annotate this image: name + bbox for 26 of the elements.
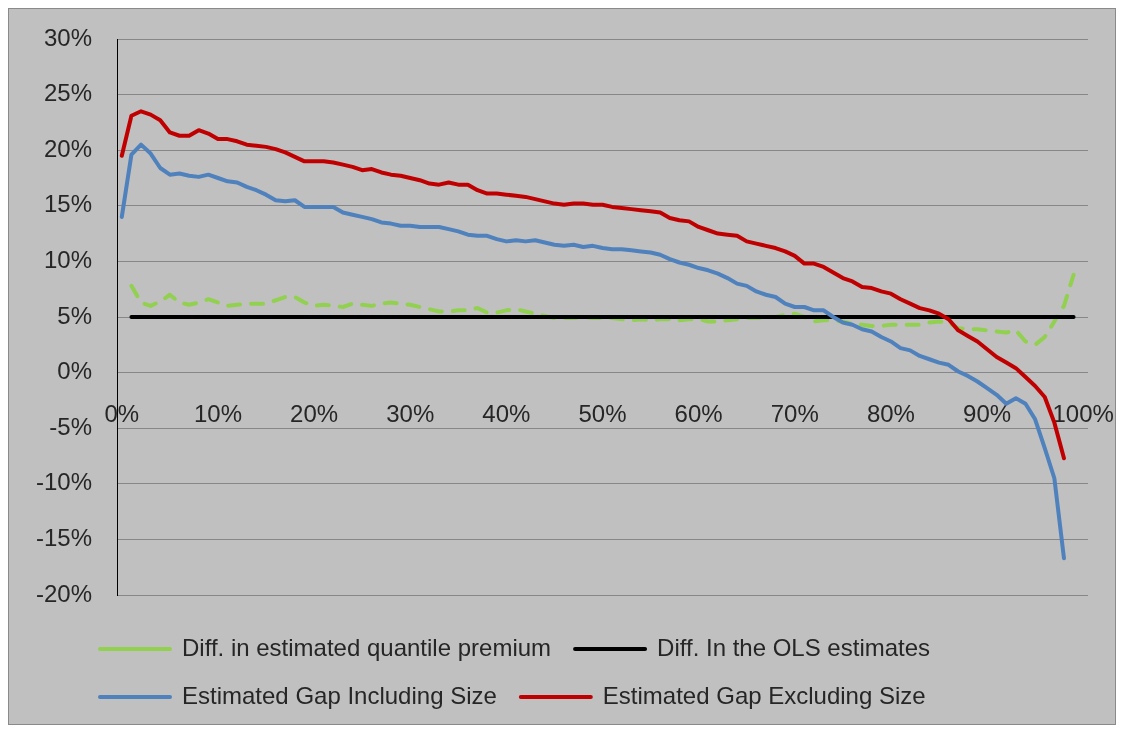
y-tick-label: 25% xyxy=(43,79,92,107)
y-tick-label: -15% xyxy=(35,524,92,552)
y-tick-label: 5% xyxy=(57,301,92,329)
x-tick-label: 40% xyxy=(482,399,531,427)
y-tick-label: 15% xyxy=(43,190,92,218)
y-tick-label: 0% xyxy=(57,357,92,385)
legend-label: Diff. in estimated quantile premium xyxy=(182,633,552,661)
x-tick-label: 50% xyxy=(578,399,627,427)
x-tick-label: 20% xyxy=(290,399,339,427)
x-tick-label: 70% xyxy=(770,399,819,427)
legend-label: Estimated Gap Including Size xyxy=(182,681,497,709)
x-tick-label: 80% xyxy=(866,399,915,427)
y-tick-label: 30% xyxy=(43,23,92,51)
x-tick-label: 60% xyxy=(674,399,723,427)
y-tick-label: 20% xyxy=(43,134,92,162)
x-tick-label: 100% xyxy=(1052,399,1114,427)
x-tick-label: 10% xyxy=(193,399,242,427)
y-tick-label: -20% xyxy=(35,579,92,607)
x-tick-label: 90% xyxy=(963,399,1012,427)
legend-label: Diff. In the OLS estimates xyxy=(657,633,931,661)
y-tick-label: -10% xyxy=(35,468,92,496)
y-tick-label: 10% xyxy=(43,246,92,274)
y-tick-label: -5% xyxy=(49,412,92,440)
line-series xyxy=(129,272,1076,347)
x-tick-label: 30% xyxy=(386,399,435,427)
legend-label: Estimated Gap Excluding Size xyxy=(602,681,926,709)
